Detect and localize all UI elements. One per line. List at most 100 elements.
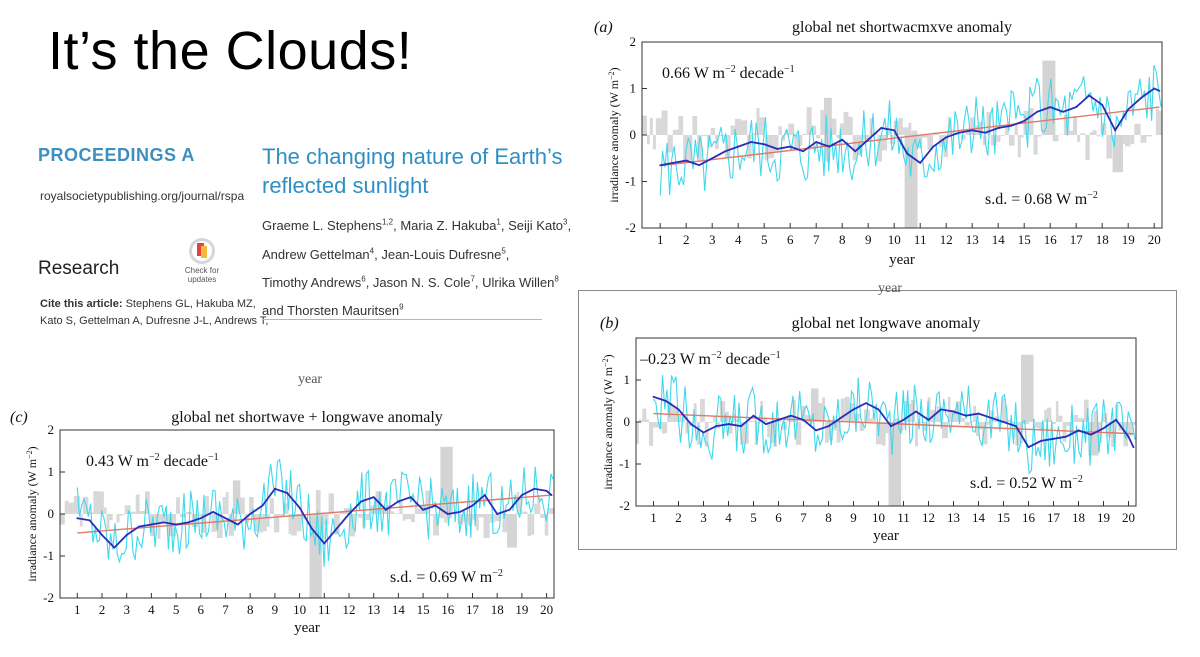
grey-bar — [531, 514, 535, 535]
data-point — [737, 145, 740, 148]
x-tick-label: 20 — [540, 602, 553, 617]
grey-bar — [1062, 422, 1067, 442]
grey-bar — [93, 491, 98, 514]
x-tick-label: 2 — [675, 510, 682, 525]
grey-bar — [852, 135, 857, 161]
grey-bar — [1125, 135, 1131, 147]
journal-url[interactable]: royalsocietypublishing.org/journal/rspa — [40, 189, 245, 203]
grey-bar — [328, 493, 335, 514]
data-point — [840, 416, 842, 419]
data-point — [890, 425, 892, 428]
grey-bar — [661, 110, 668, 135]
data-point — [698, 164, 701, 167]
grey-bar — [1044, 409, 1047, 422]
grey-bar — [1084, 399, 1089, 422]
grey-bar — [1001, 397, 1005, 422]
x-tick-label: 15 — [417, 602, 430, 617]
grey-bar — [655, 118, 662, 135]
grey-bar — [778, 126, 782, 135]
data-point — [984, 131, 987, 134]
data-point — [125, 534, 128, 536]
grey-bar — [463, 514, 468, 522]
x-tick-label: 10 — [293, 602, 306, 617]
stray-year-label-c: year — [298, 372, 323, 387]
data-point — [323, 542, 326, 545]
x-tick-label: 20 — [1148, 232, 1161, 247]
grey-bar — [73, 495, 80, 514]
grey-bar — [284, 503, 289, 514]
data-point — [677, 408, 680, 411]
x-tick-label: 18 — [1072, 510, 1085, 525]
grey-bar — [877, 135, 882, 162]
grey-bar — [885, 422, 890, 434]
y-tick-label: -2 — [43, 590, 54, 605]
x-tick-label: 6 — [775, 510, 782, 525]
x-tick-label: 8 — [839, 232, 846, 247]
grey-bar — [1134, 123, 1141, 135]
author-name: Seiji Kato3, — [508, 218, 572, 234]
bookmark-icon — [189, 238, 215, 264]
data-point — [1049, 106, 1052, 108]
grey-bar — [279, 514, 285, 517]
grey-bar — [740, 422, 746, 445]
grey-bar — [903, 400, 908, 422]
grey-bar — [704, 422, 709, 447]
x-tick-label: 16 — [441, 602, 455, 617]
data-point — [828, 145, 831, 148]
trend-line — [660, 106, 1160, 167]
grey-bar — [519, 496, 523, 514]
y-tick-label: -1 — [619, 456, 630, 471]
grey-bar — [642, 408, 647, 422]
grey-bar — [1121, 135, 1126, 144]
data-point — [1036, 110, 1039, 113]
trend-line — [77, 494, 552, 534]
grey-bar — [927, 397, 931, 422]
data-point — [1065, 435, 1067, 438]
author-name: Graeme L. Stephens1,2, — [262, 218, 401, 234]
grey-bar — [548, 507, 554, 514]
grey-bar — [1107, 422, 1112, 438]
grey-bar — [830, 118, 837, 135]
grey-bar — [915, 422, 918, 447]
grey-bar — [794, 135, 800, 149]
grey-bar — [653, 422, 659, 428]
check-updates-label: Check for updates — [184, 266, 220, 284]
data-point — [932, 145, 935, 148]
grey-bar — [947, 396, 951, 422]
x-tick-label: 13 — [367, 602, 380, 617]
grey-bar — [1073, 414, 1079, 422]
grey-bar — [334, 514, 340, 535]
monthly-anomaly-line — [659, 65, 1162, 196]
y-tick-label: 1 — [48, 464, 55, 479]
slide-title: It’s the Clouds! — [48, 21, 413, 81]
grey-bar — [160, 514, 165, 522]
check-for-updates-badge[interactable]: Check for updates — [178, 238, 226, 294]
x-tick-label: 12 — [922, 510, 935, 525]
data-point — [459, 511, 462, 513]
data-point — [893, 129, 896, 132]
grey-bar — [60, 514, 65, 525]
grey-bar — [996, 135, 1001, 142]
grey-bar — [836, 422, 841, 443]
y-tick-label: 2 — [48, 422, 55, 437]
grey-bar — [882, 422, 886, 446]
data-point — [101, 534, 103, 536]
grey-bar — [444, 514, 447, 523]
plot-area — [642, 60, 1162, 228]
author-name: Andrew Gettelman4, — [262, 246, 382, 262]
x-tick-label: 14 — [392, 602, 406, 617]
grey-bar — [417, 508, 422, 514]
grey-bar — [802, 133, 807, 135]
grey-bar — [907, 403, 912, 422]
data-point — [175, 523, 177, 526]
grey-bar — [1058, 415, 1063, 422]
grey-bar — [869, 418, 873, 422]
grey-bar — [1020, 135, 1024, 138]
data-point — [945, 136, 948, 139]
grey-bar — [986, 111, 991, 135]
x-tick-label: 13 — [947, 510, 960, 525]
grey-bar — [414, 502, 418, 514]
data-point — [1062, 110, 1065, 113]
x-tick-label: 3 — [123, 602, 130, 617]
